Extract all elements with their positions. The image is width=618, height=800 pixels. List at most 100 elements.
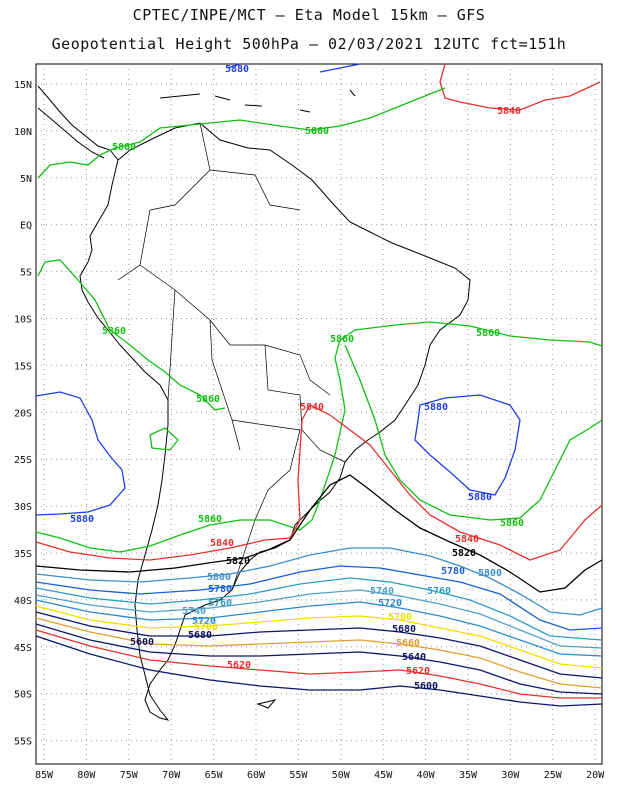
longitude-label: 30W — [501, 770, 520, 781]
contour-5840-subtropical — [35, 404, 603, 561]
contour-label-5780: 5780 — [208, 584, 232, 595]
contour-5680 — [35, 611, 603, 679]
contour-label-5880: 5880 — [225, 64, 249, 75]
contour-label-5620: 5620 — [406, 666, 430, 677]
falkland-islands — [256, 699, 277, 709]
contour-5720 — [35, 599, 603, 657]
contour-5860-west — [37, 259, 226, 411]
contour-label-5640: 5640 — [402, 652, 426, 663]
latitude-labels: 15N 10N 5N EQ 5S 10S 15S 20S 25S 30S 35S 40S 45S 50S 5… — [14, 80, 32, 748]
longitude-label: 25W — [544, 770, 563, 781]
contour-label-5800: 5800 — [478, 568, 502, 579]
latitude-label: 30S — [14, 502, 32, 513]
contour-label-5840: 5840 — [210, 538, 234, 549]
latitude-label: 5S — [20, 268, 32, 279]
contour-label-5740: 5740 — [370, 586, 394, 597]
longitude-label: 55W — [289, 770, 308, 781]
map-frame — [35, 63, 603, 765]
contour-label-5600: 5600 — [130, 637, 154, 648]
latitude-label: 10N — [14, 127, 32, 138]
contour-label-5880: 5880 — [468, 492, 492, 503]
contour-5840-northeast — [439, 63, 601, 111]
latitude-label: 50S — [14, 690, 32, 701]
contour-5740 — [35, 589, 603, 649]
contour-label-5840: 5840 — [497, 106, 521, 117]
contour-label-5860: 5860 — [112, 142, 136, 153]
contour-5800 — [35, 547, 603, 616]
longitude-label: 50W — [332, 770, 351, 781]
contour-label-5680: 5680 — [188, 630, 212, 641]
latitude-label: 20S — [14, 408, 32, 419]
longitude-label: 70W — [162, 770, 181, 781]
contour-5700 — [35, 605, 603, 669]
map-title-line1: CPTEC/INPE/MCT – Eta Model 15km – GFS — [132, 6, 486, 24]
longitude-label: 35W — [459, 770, 478, 781]
contour-label-5860: 5860 — [102, 326, 126, 337]
longitude-label: 75W — [120, 770, 139, 781]
contour-label-5860: 5860 — [476, 328, 500, 339]
longitude-label: 45W — [374, 770, 393, 781]
longitude-label: 40W — [417, 770, 436, 781]
longitude-label: 60W — [247, 770, 266, 781]
contour-5880-east-loop — [414, 394, 521, 496]
latitude-label: 40S — [14, 596, 32, 607]
contour-label-5720: 5720 — [378, 598, 402, 609]
contour-label-5760: 5760 — [427, 586, 451, 597]
contour-5640 — [35, 623, 603, 695]
contour-5660 — [35, 617, 603, 689]
contour-label-5620: 5620 — [227, 660, 251, 671]
latitude-label: 15S — [14, 361, 32, 372]
contour-label-5860: 5860 — [198, 514, 222, 525]
longitude-label: 20W — [586, 770, 605, 781]
contour-label-5820: 5820 — [452, 548, 476, 559]
contour-label-5760: 5760 — [208, 598, 232, 609]
contour-5860-east — [344, 344, 603, 521]
contour-label-5680: 5680 — [392, 624, 416, 635]
grid-lines — [36, 64, 602, 764]
latitude-label: 55S — [14, 737, 32, 748]
contour-5760 — [35, 577, 603, 641]
contour-label-5600: 5600 — [414, 681, 438, 692]
contour-5880-west — [35, 391, 126, 516]
contour-5860-north — [37, 87, 446, 179]
south-america-coastline — [79, 122, 471, 721]
contour-label-5660: 5660 — [396, 638, 420, 649]
contour-5600 — [35, 635, 603, 707]
contour-label-5840: 5840 — [455, 534, 479, 545]
contour-label-5860: 5860 — [196, 394, 220, 405]
contour-label-5840: 5840 — [300, 402, 324, 413]
longitude-label: 80W — [77, 770, 96, 781]
latitude-label: EQ — [20, 221, 32, 232]
contour-5860-loop — [149, 427, 179, 451]
contour-5880-north — [227, 63, 361, 73]
contour-label-5880: 5880 — [424, 402, 448, 413]
caribbean-islands — [159, 89, 356, 113]
latitude-label: 10S — [14, 315, 32, 326]
contour-5780 — [35, 565, 603, 631]
contour-label-5780: 5780 — [441, 566, 465, 577]
contour-label-5740: 5740 — [182, 606, 206, 617]
coastlines — [37, 85, 471, 721]
contour-label-5860: 5860 — [500, 518, 524, 529]
contour-5820 — [35, 474, 603, 593]
latitude-label: 35S — [14, 549, 32, 560]
contour-label-5700: 5700 — [194, 622, 218, 633]
latitude-label: 45S — [14, 643, 32, 654]
longitude-label: 65W — [205, 770, 224, 781]
longitude-labels: 85W 80W 75W 70W 65W 60W 55W 50W 45W 40W 35W 30W 25W 2… — [35, 770, 605, 781]
contour-label-5860: 5860 — [305, 126, 329, 137]
contour-label-5700: 5700 — [388, 612, 412, 623]
contour-label-5800: 5800 — [207, 572, 231, 583]
central-america-coastline — [37, 85, 119, 161]
latitude-label: 25S — [14, 455, 32, 466]
contour-label-5860: 5860 — [330, 334, 354, 345]
latitude-label: 15N — [14, 80, 32, 91]
contour-5620 — [35, 629, 602, 699]
contour-label-5720: 5720 — [192, 616, 216, 627]
contour-label-5820: 5820 — [226, 556, 250, 567]
latitude-label: 5N — [20, 174, 32, 185]
contour-5860-subtropical — [35, 321, 603, 553]
contour-label-5880: 5880 — [70, 514, 94, 525]
height-contours — [35, 63, 603, 707]
